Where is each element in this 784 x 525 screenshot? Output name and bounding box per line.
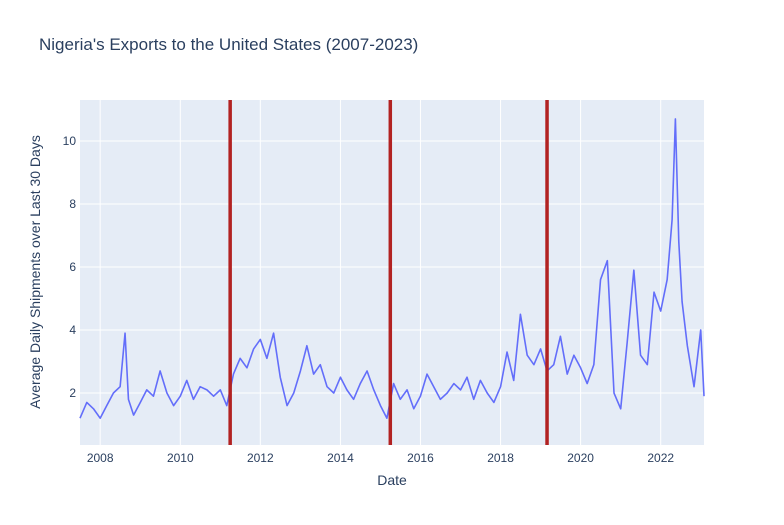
x-tick-label: 2020 [567, 451, 594, 465]
chart-title: Nigeria's Exports to the United States (… [39, 35, 418, 54]
x-tick-label: 2018 [487, 451, 514, 465]
y-tick-label: 8 [69, 197, 76, 211]
y-tick-label: 2 [69, 386, 76, 400]
x-tick-label: 2008 [87, 451, 114, 465]
vertical-markers [228, 100, 549, 445]
x-tick-label: 2016 [407, 451, 434, 465]
x-axis-title: Date [377, 472, 407, 488]
y-axis-ticks: 2 4 6 8 10 [63, 134, 77, 400]
x-tick-label: 2014 [327, 451, 354, 465]
x-axis-ticks: 2008 2010 2012 2014 2016 2018 2020 2022 [87, 451, 675, 465]
y-tick-label: 4 [69, 323, 76, 337]
series-line [79, 118, 705, 420]
x-tick-label: 2010 [167, 451, 194, 465]
y-tick-label: 6 [69, 260, 76, 274]
x-tick-label: 2022 [647, 451, 674, 465]
y-tick-label: 10 [63, 134, 77, 148]
x-tick-label: 2012 [247, 451, 274, 465]
y-axis-title: Average Daily Shipments over Last 30 Day… [27, 135, 43, 409]
